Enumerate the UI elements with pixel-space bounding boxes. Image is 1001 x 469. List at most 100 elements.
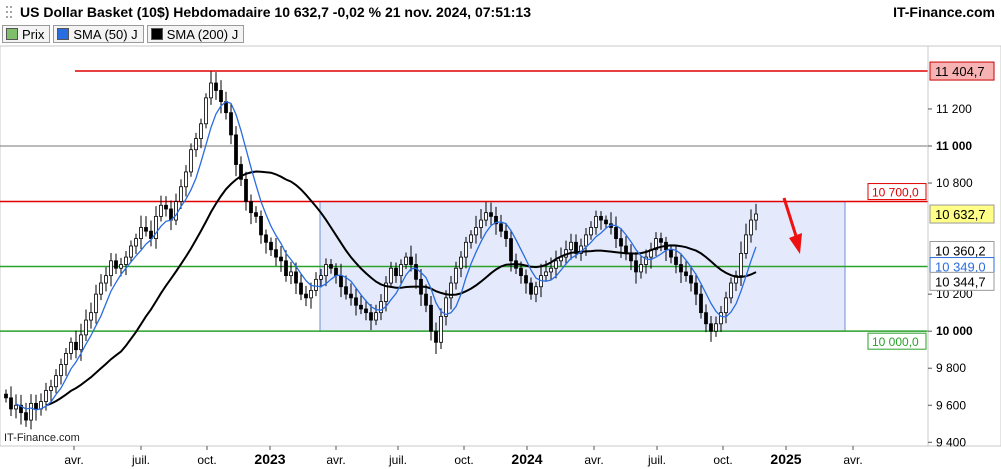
y-tick-label: 11 000 bbox=[936, 139, 972, 153]
candle-body bbox=[294, 271, 298, 284]
candle-body bbox=[744, 234, 748, 254]
y-tick-label: 9 600 bbox=[936, 398, 966, 412]
candle-body bbox=[104, 275, 108, 284]
candle-body bbox=[284, 260, 288, 277]
candle-body bbox=[519, 267, 523, 277]
candle-body bbox=[229, 112, 233, 136]
sma50-line bbox=[15, 100, 757, 411]
candle-body bbox=[599, 215, 603, 221]
candle-body bbox=[319, 275, 323, 280]
candle-body bbox=[444, 297, 448, 317]
candle-body bbox=[44, 390, 48, 402]
legend-item-sma50[interactable]: SMA (50) J bbox=[53, 25, 144, 43]
candle-body bbox=[749, 219, 753, 236]
candle-body bbox=[629, 253, 633, 262]
candle-body bbox=[509, 238, 513, 262]
candle-body bbox=[669, 249, 673, 258]
legend-item-price[interactable]: Prix bbox=[2, 25, 51, 43]
candle-body bbox=[19, 404, 23, 414]
candle-body bbox=[314, 278, 318, 291]
candle-body bbox=[699, 293, 703, 314]
candle-body bbox=[334, 267, 338, 277]
candle-body bbox=[734, 275, 738, 284]
candle-body bbox=[344, 286, 348, 295]
candle-body bbox=[534, 286, 538, 295]
candle-body bbox=[679, 264, 683, 273]
candle-body bbox=[89, 312, 93, 321]
candle-body bbox=[684, 271, 688, 277]
candle-body bbox=[549, 267, 553, 273]
candle-body bbox=[214, 82, 218, 91]
candle-body bbox=[254, 212, 258, 217]
value-tag-label: 10 360,2 bbox=[935, 243, 986, 258]
candle-body bbox=[279, 256, 283, 262]
x-tick-label: juil. bbox=[647, 453, 666, 467]
candle-body bbox=[129, 245, 133, 258]
candle-body bbox=[524, 275, 528, 284]
candle-body bbox=[489, 212, 493, 217]
legend-label-sma50: SMA (50) J bbox=[73, 26, 138, 42]
legend-item-sma200[interactable]: SMA (200) J bbox=[146, 25, 245, 43]
resistance-label-box bbox=[867, 183, 927, 201]
candle-body bbox=[724, 297, 728, 314]
value-tag-label: 10 632,7 bbox=[935, 207, 986, 222]
candle-body bbox=[589, 227, 593, 236]
candle-body bbox=[504, 230, 508, 239]
candle-body bbox=[739, 253, 743, 277]
x-tick-label: avr. bbox=[584, 453, 603, 467]
candle-body bbox=[269, 241, 273, 251]
x-tick-label: avr. bbox=[326, 453, 345, 467]
candle-body bbox=[99, 282, 103, 295]
y-tick-label: 10 000 bbox=[936, 324, 973, 338]
x-tick-label: avr. bbox=[843, 453, 862, 467]
candle-body bbox=[499, 223, 503, 232]
candle-body bbox=[264, 234, 268, 243]
candle-body bbox=[719, 312, 723, 325]
candle-body bbox=[459, 256, 463, 269]
candle-body bbox=[54, 375, 58, 388]
candle-body bbox=[709, 323, 713, 332]
candle-body bbox=[209, 82, 213, 99]
candle-body bbox=[34, 403, 38, 410]
candle-body bbox=[174, 201, 178, 221]
candle-body bbox=[84, 319, 88, 336]
candle-body bbox=[424, 293, 428, 306]
value-tag-box bbox=[929, 61, 995, 81]
candle-body bbox=[124, 256, 128, 265]
support-label-box bbox=[867, 332, 927, 350]
legend-label-price: Prix bbox=[22, 26, 45, 42]
candle-body bbox=[544, 271, 548, 277]
candle-body bbox=[154, 215, 158, 239]
candle-body bbox=[244, 178, 248, 202]
candle-body bbox=[24, 412, 28, 421]
candle-body bbox=[239, 164, 243, 180]
candle-body bbox=[619, 238, 623, 247]
candle-body bbox=[404, 256, 408, 265]
candle-body bbox=[184, 171, 188, 188]
value-tag-label: 10 349,0 bbox=[935, 260, 986, 275]
x-tick-label: juil. bbox=[388, 453, 407, 467]
candle-body bbox=[289, 271, 293, 277]
y-tick-label: 11 200 bbox=[936, 102, 972, 116]
candle-body bbox=[754, 213, 758, 221]
candle-body bbox=[569, 241, 573, 251]
legend-label-sma200: SMA (200) J bbox=[166, 26, 239, 42]
candle-body bbox=[604, 219, 608, 225]
candle-body bbox=[474, 227, 478, 236]
candle-body bbox=[729, 282, 733, 299]
candle-body bbox=[674, 256, 678, 265]
candle-body bbox=[394, 267, 398, 277]
candle-body bbox=[449, 282, 453, 299]
candle-body bbox=[359, 304, 363, 310]
candle-body bbox=[389, 267, 393, 284]
candle-body bbox=[4, 393, 8, 399]
candle-body bbox=[689, 275, 693, 284]
y-tick-label: 9 400 bbox=[936, 435, 966, 449]
watermark: IT-Finance.com bbox=[4, 432, 80, 444]
candle-body bbox=[694, 282, 698, 295]
value-tag-box bbox=[929, 271, 995, 291]
candle-body bbox=[454, 267, 458, 284]
candle-body bbox=[374, 312, 378, 321]
drag-handle-icon[interactable] bbox=[5, 4, 13, 20]
